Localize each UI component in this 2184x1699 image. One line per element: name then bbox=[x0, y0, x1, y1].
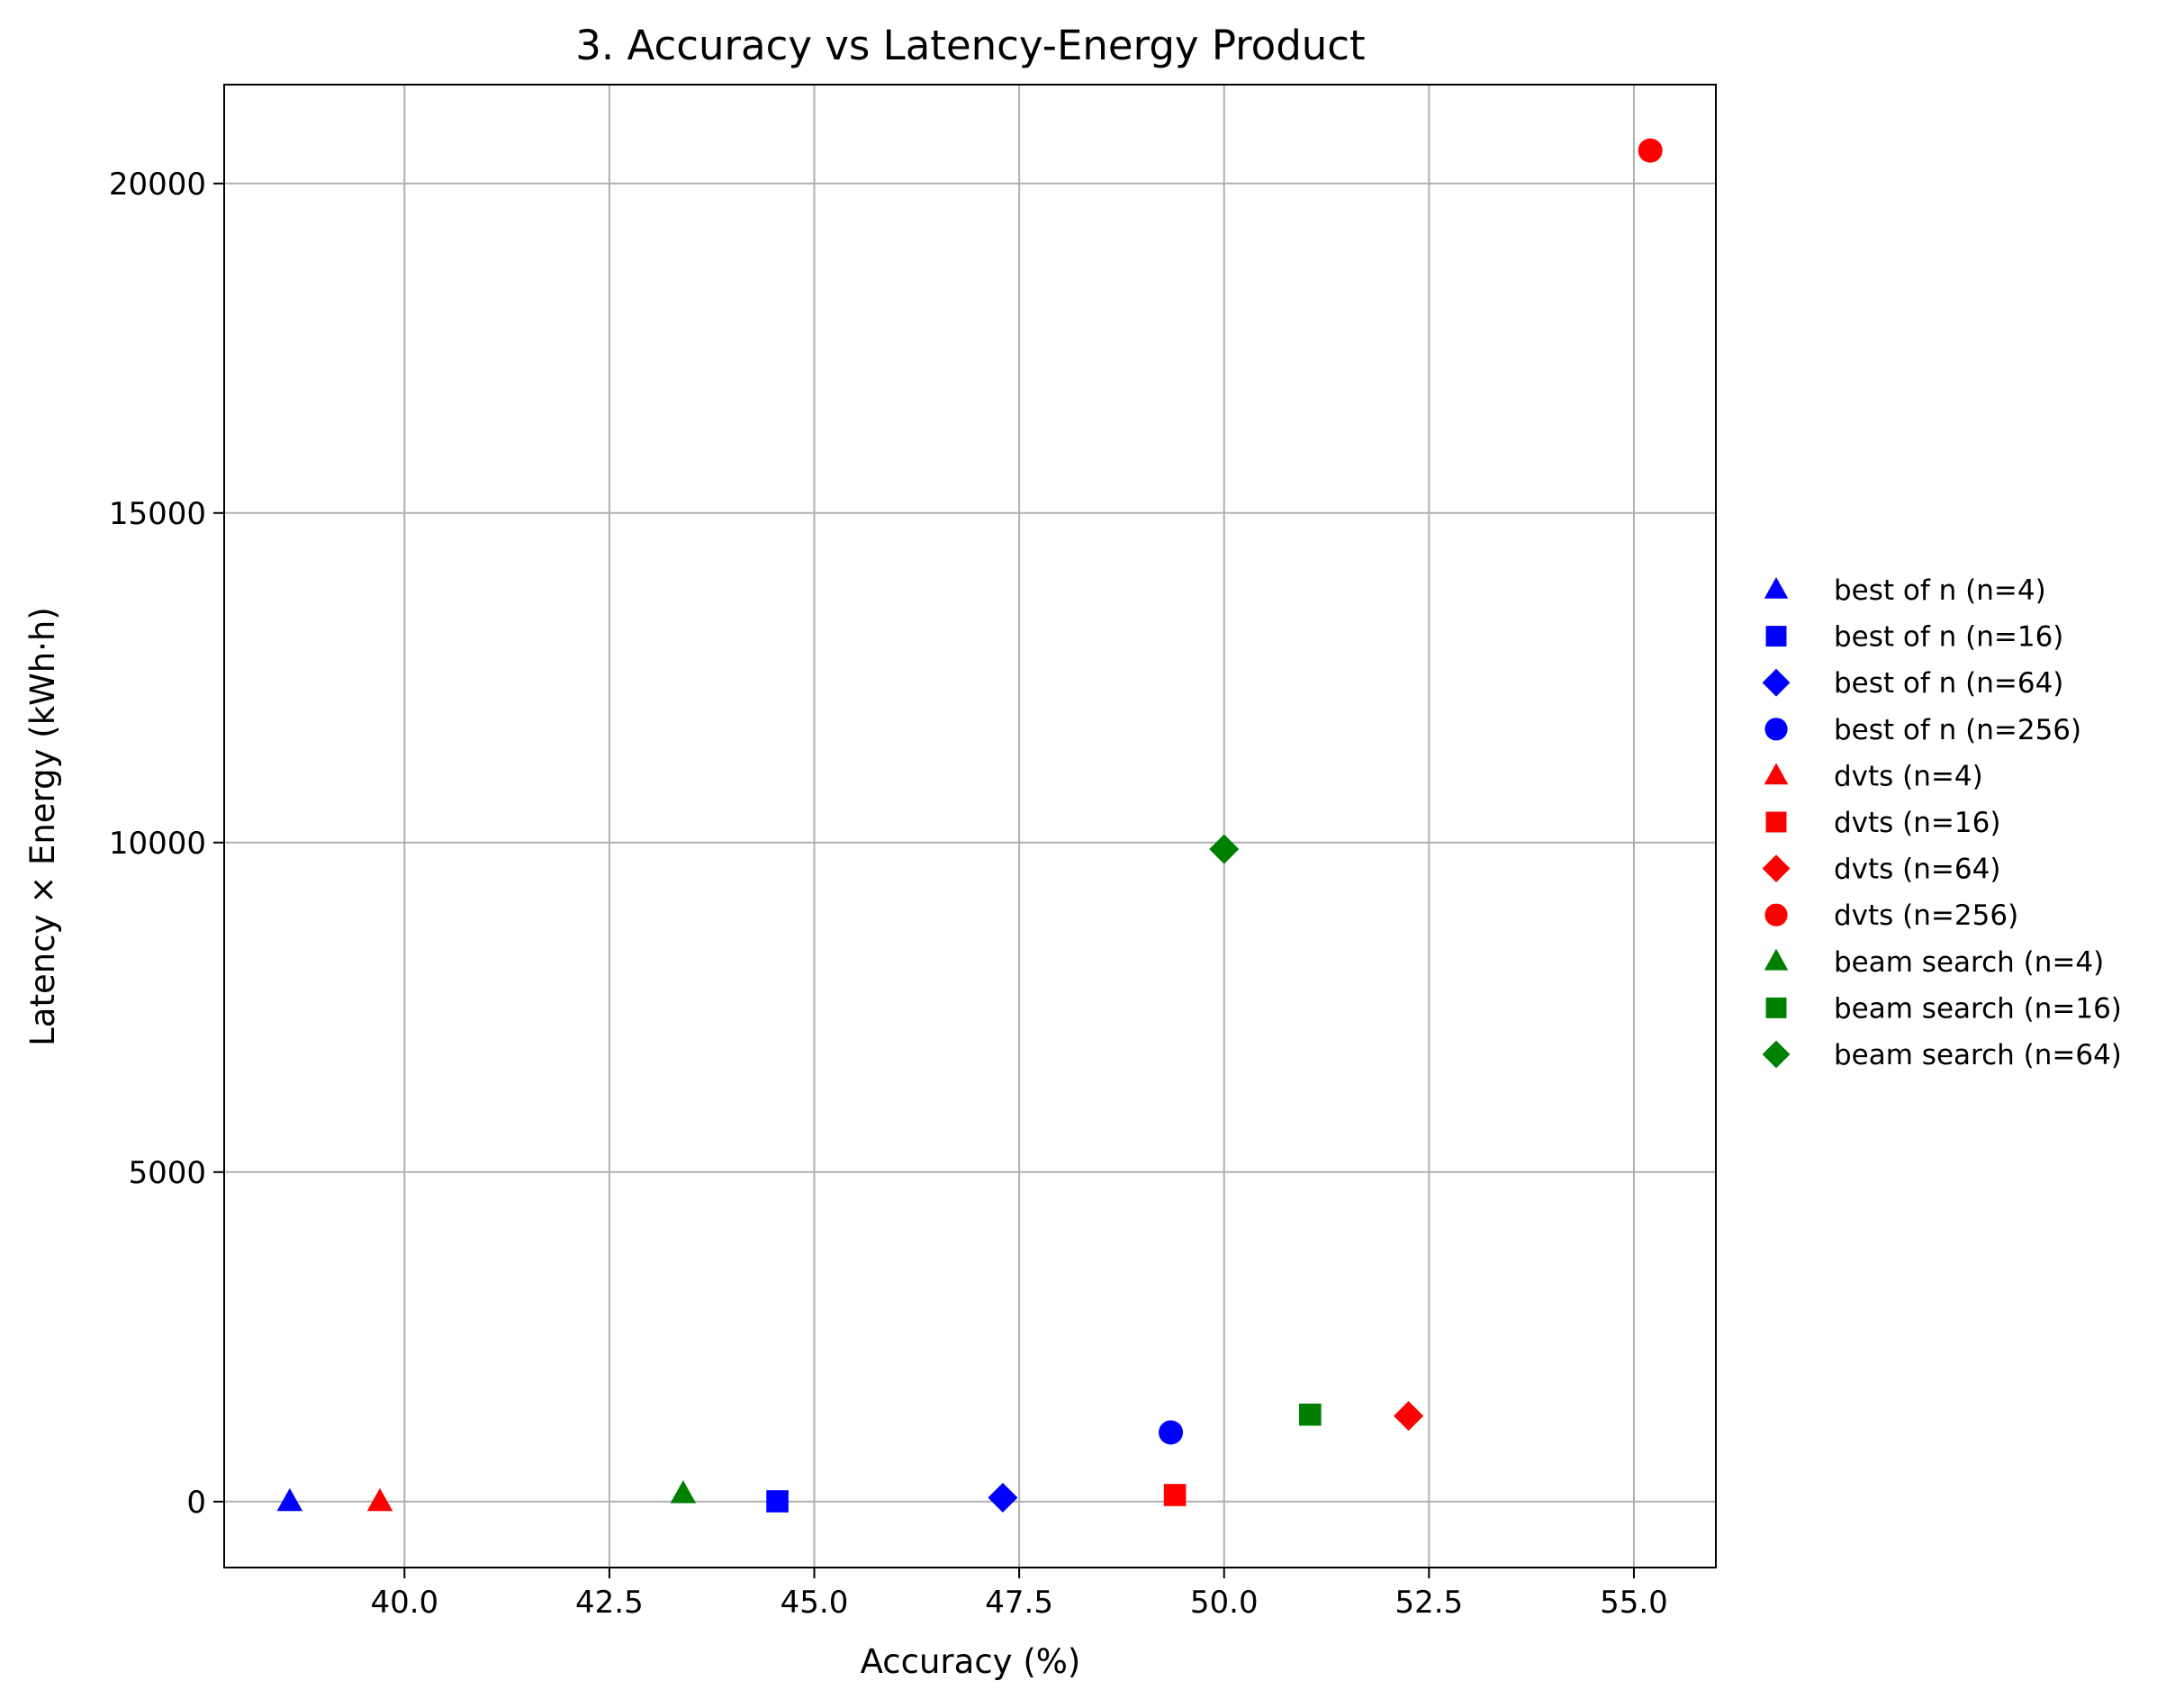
x-axis-ticks: 40.0 42.5 45.0 47.5 50.0 52.5 55.0 bbox=[370, 1568, 1668, 1621]
grid-lines bbox=[224, 85, 1716, 1568]
legend-label: best of n (n=64) bbox=[1834, 667, 2063, 700]
chart-title: 3. Accuracy vs Latency-Energy Product bbox=[575, 22, 1365, 69]
legend-marker-square bbox=[1765, 811, 1787, 833]
data-point-square bbox=[1299, 1403, 1322, 1426]
legend-label: best of n (n=4) bbox=[1834, 574, 2046, 607]
legend-label: best of n (n=16) bbox=[1834, 621, 2063, 654]
x-tick-label: 40.0 bbox=[370, 1585, 438, 1621]
x-tick-label: 50.0 bbox=[1190, 1585, 1259, 1621]
data-points bbox=[276, 138, 1663, 1513]
legend-label: beam search (n=16) bbox=[1834, 992, 2122, 1025]
x-tick-label: 47.5 bbox=[985, 1585, 1053, 1621]
legend-marker-diamond bbox=[1762, 854, 1791, 882]
y-tick-label: 15000 bbox=[109, 496, 206, 532]
y-tick-label: 20000 bbox=[109, 167, 206, 203]
legend-marker-triangle bbox=[1764, 948, 1789, 971]
data-point-triangle bbox=[276, 1487, 303, 1512]
legend-marker-square bbox=[1765, 626, 1787, 647]
data-point-triangle bbox=[366, 1487, 393, 1512]
y-axis-title: Latency × Energy (kWh·h) bbox=[23, 607, 62, 1046]
data-point-diamond bbox=[988, 1482, 1018, 1513]
data-point-circle bbox=[1159, 1420, 1184, 1445]
data-point-square bbox=[766, 1490, 789, 1513]
x-tick-label: 55.0 bbox=[1600, 1585, 1668, 1621]
plot-area-frame bbox=[223, 84, 1717, 1568]
legend-label: dvts (n=256) bbox=[1834, 899, 2018, 932]
legend-label: dvts (n=4) bbox=[1834, 760, 1983, 792]
legend-label: beam search (n=64) bbox=[1834, 1039, 2122, 1071]
data-point-diamond bbox=[1394, 1401, 1424, 1432]
legend-marker-circle bbox=[1764, 903, 1788, 926]
data-point-diamond bbox=[1209, 834, 1240, 864]
y-tick-label: 10000 bbox=[109, 826, 206, 862]
legend-label: dvts (n=64) bbox=[1834, 854, 2000, 886]
legend-label: dvts (n=16) bbox=[1834, 807, 2000, 839]
x-axis-title: Accuracy (%) bbox=[861, 1642, 1081, 1681]
legend: best of n (n=4) best of n (n=16) best of n… bbox=[1762, 574, 2122, 1071]
legend-marker-diamond bbox=[1762, 668, 1791, 697]
y-axis-ticks: 0 5000 10000 15000 20000 bbox=[109, 167, 224, 1521]
legend-marker-circle bbox=[1764, 718, 1788, 741]
data-point-circle bbox=[1638, 138, 1663, 163]
x-tick-label: 45.0 bbox=[781, 1585, 849, 1621]
y-tick-label: 5000 bbox=[128, 1155, 206, 1191]
x-tick-label: 42.5 bbox=[575, 1585, 644, 1621]
legend-marker-triangle bbox=[1764, 763, 1789, 785]
legend-label: best of n (n=256) bbox=[1834, 714, 2081, 746]
data-point-square bbox=[1163, 1484, 1187, 1506]
legend-marker-square bbox=[1765, 997, 1787, 1018]
legend-label: beam search (n=4) bbox=[1834, 946, 2104, 979]
legend-marker-triangle bbox=[1764, 577, 1789, 599]
legend-marker-diamond bbox=[1762, 1040, 1791, 1069]
x-tick-label: 52.5 bbox=[1394, 1585, 1463, 1621]
data-point-triangle bbox=[670, 1480, 697, 1504]
y-tick-label: 0 bbox=[186, 1485, 206, 1521]
